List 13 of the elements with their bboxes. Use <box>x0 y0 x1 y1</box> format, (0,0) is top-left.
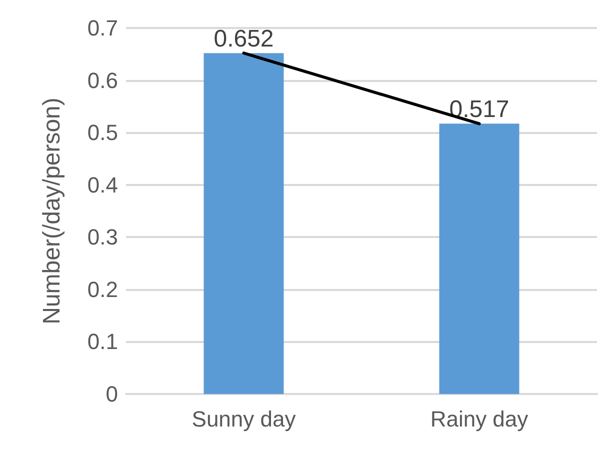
y-tick-label: 0.2 <box>87 276 118 302</box>
x-tick-label: Sunny day <box>192 406 296 432</box>
y-tick-label: 0.7 <box>87 16 118 40</box>
y-axis-title: Number(/day/person) <box>38 98 66 324</box>
y-tick-label: 0.6 <box>87 68 118 93</box>
data-label: 0.517 <box>449 96 510 124</box>
x-tick-label: Rainy day <box>430 406 528 432</box>
y-tick-label: 0.3 <box>87 224 118 250</box>
y-tick-label: 0.5 <box>87 120 118 146</box>
y-tick-label: 0 <box>106 382 118 406</box>
y-tick-label: 0.1 <box>87 329 118 354</box>
data-label: 0.652 <box>214 26 274 53</box>
y-tick-label: 0.4 <box>87 172 118 198</box>
